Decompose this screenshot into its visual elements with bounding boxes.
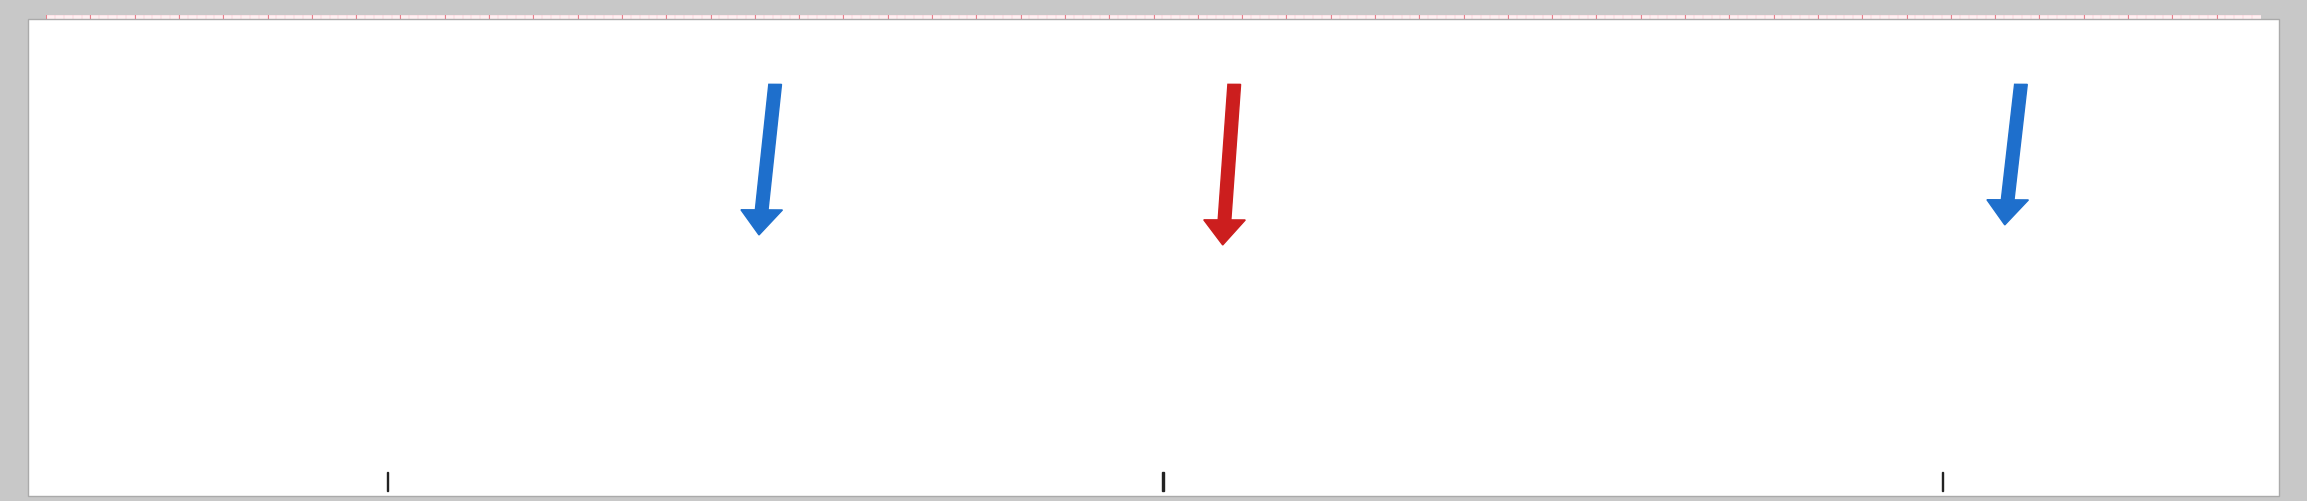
Text: II: II (74, 48, 85, 66)
